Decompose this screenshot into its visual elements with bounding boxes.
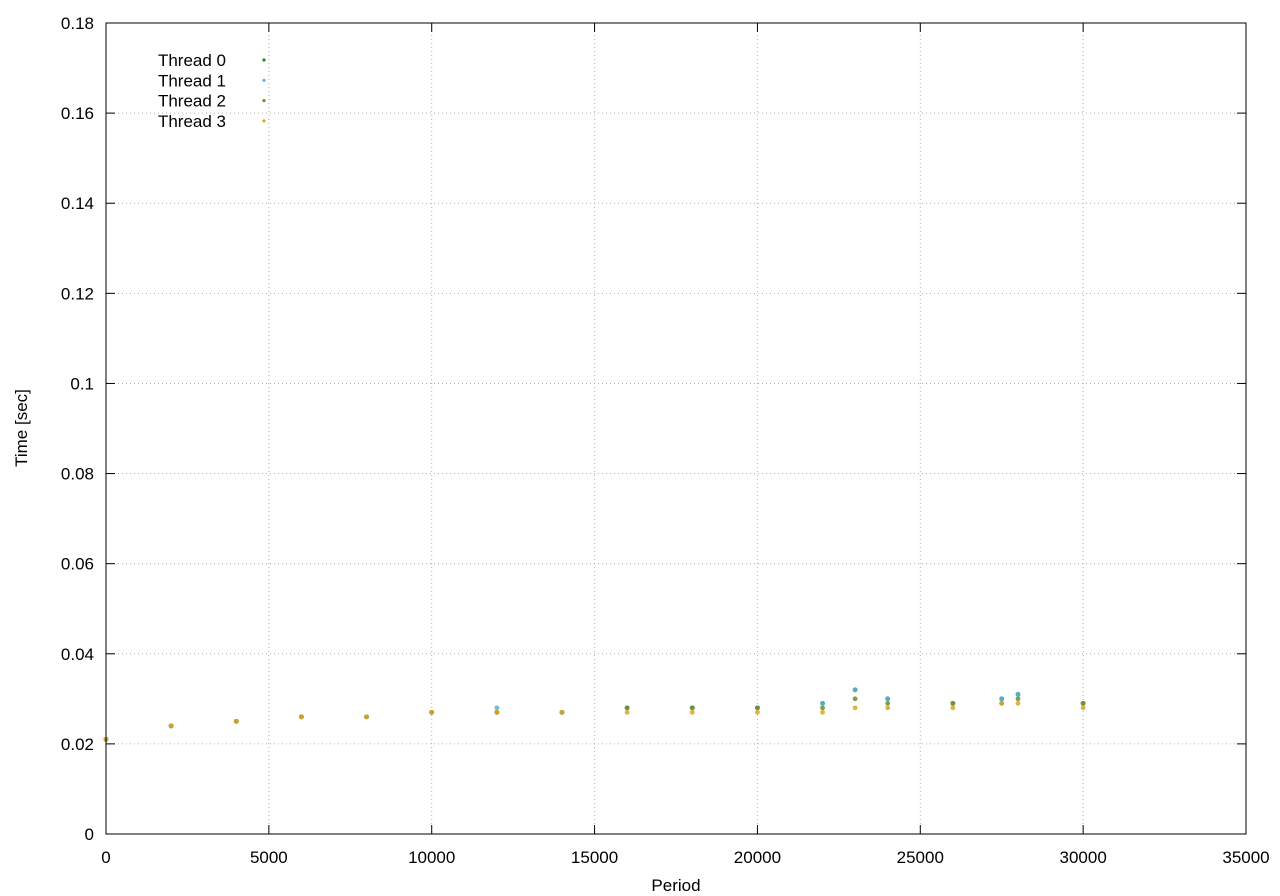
data-point	[999, 700, 1005, 706]
data-point	[559, 709, 565, 715]
x-tick-label: 20000	[734, 848, 781, 867]
data-point	[1080, 700, 1086, 706]
y-tick-label: 0.18	[61, 14, 94, 33]
y-tick-label: 0.16	[61, 104, 94, 123]
y-tick-label: 0.14	[61, 194, 94, 213]
data-point	[852, 687, 858, 693]
x-tick-label: 0	[101, 848, 110, 867]
x-tick-label: 30000	[1060, 848, 1107, 867]
data-point	[950, 705, 956, 711]
data-point	[820, 700, 825, 706]
x-axis-title: Period	[651, 876, 700, 895]
y-tick-label: 0	[85, 825, 94, 844]
data-point	[755, 705, 760, 711]
data-point	[852, 696, 858, 702]
y-tick-label: 0.02	[61, 735, 94, 754]
ticks-layer: 0 5000 10000 15000 20000 25000 30000 35000 0 0.02…	[61, 14, 1270, 867]
data-point	[1015, 691, 1021, 697]
data-point	[885, 705, 891, 711]
data-point	[624, 705, 630, 711]
legend-marker	[262, 99, 266, 103]
data-point	[1015, 700, 1021, 706]
legend-label: Thread 0	[158, 51, 226, 70]
data-point	[885, 696, 891, 702]
data-point	[689, 709, 695, 715]
data-point	[820, 709, 825, 715]
series-3	[103, 700, 1086, 742]
x-tick-label: 10000	[408, 848, 455, 867]
y-tick-label: 0.06	[61, 555, 94, 574]
y-tick-label: 0.12	[61, 284, 94, 303]
data-point	[364, 714, 369, 720]
legend-marker	[262, 78, 266, 82]
y-axis-title: Time [sec]	[12, 389, 31, 467]
data-point	[820, 705, 825, 711]
legend-marker	[262, 119, 266, 123]
data-point	[950, 700, 956, 706]
data-point	[999, 696, 1005, 702]
data-point	[429, 709, 435, 715]
data-point	[233, 718, 239, 724]
y-tick-label: 0.08	[61, 465, 94, 484]
x-tick-label: 25000	[897, 848, 944, 867]
plot-frame	[105, 22, 1247, 835]
legend-label: Thread 1	[158, 71, 226, 90]
y-tick-label: 0.1	[70, 374, 94, 393]
y-tick-label: 0.04	[61, 645, 94, 664]
data-point	[624, 709, 630, 715]
grid-layer	[106, 23, 1246, 834]
legend-marker	[262, 58, 266, 62]
legend-label: Thread 3	[158, 112, 226, 131]
data-point	[689, 705, 695, 711]
data-point	[494, 705, 500, 711]
x-tick-label: 15000	[571, 848, 618, 867]
data-point	[852, 705, 858, 711]
x-tick-label: 35000	[1222, 848, 1269, 867]
x-tick-label: 5000	[250, 848, 288, 867]
data-point	[168, 723, 174, 729]
data-point	[299, 714, 304, 720]
legend-label: Thread 2	[158, 92, 226, 111]
data-point	[1080, 705, 1086, 711]
data-point	[1015, 696, 1021, 702]
data-point	[494, 709, 500, 715]
data-point	[755, 709, 760, 715]
data-point	[885, 700, 891, 706]
